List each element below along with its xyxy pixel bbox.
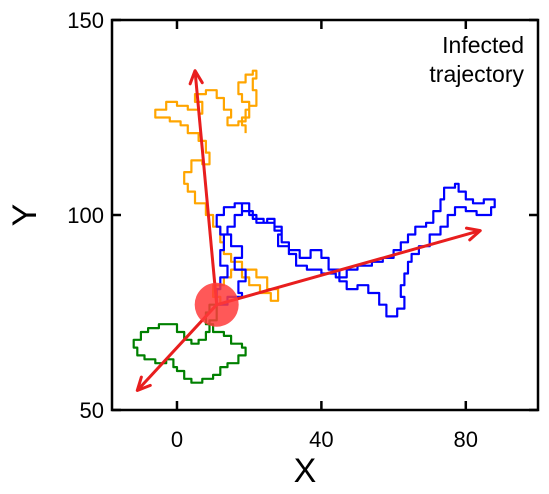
x-axis-title: X: [294, 452, 317, 489]
arrowhead-3: [135, 375, 152, 392]
y-tick-label: 150: [67, 8, 104, 33]
y-axis-title: Y: [6, 204, 44, 227]
annotation-line-2: trajectory: [429, 61, 524, 87]
origin-marker: [194, 282, 239, 327]
x-tick-label: 40: [309, 427, 333, 452]
trajectory-series-2: [215, 182, 496, 318]
y-tick-label: 50: [80, 398, 104, 423]
trajectory-series-1: [154, 69, 280, 306]
series-layer: [132, 69, 496, 384]
x-tick-label: 80: [454, 427, 478, 452]
trajectory-series-3: [132, 303, 247, 384]
annotation-line-1: Infected: [442, 32, 524, 58]
y-tick-label: 100: [67, 203, 104, 228]
arrowhead-2: [464, 226, 482, 242]
direction-arrow-2: [216, 229, 481, 307]
tick-layer: 0 40 80 50 100 150: [67, 8, 538, 452]
origin-layer: [194, 282, 239, 327]
arrow-layer: [135, 69, 482, 392]
arrowhead-1: [188, 69, 204, 86]
x-tick-label: 0: [171, 427, 183, 452]
direction-arrow-1: [193, 70, 219, 305]
